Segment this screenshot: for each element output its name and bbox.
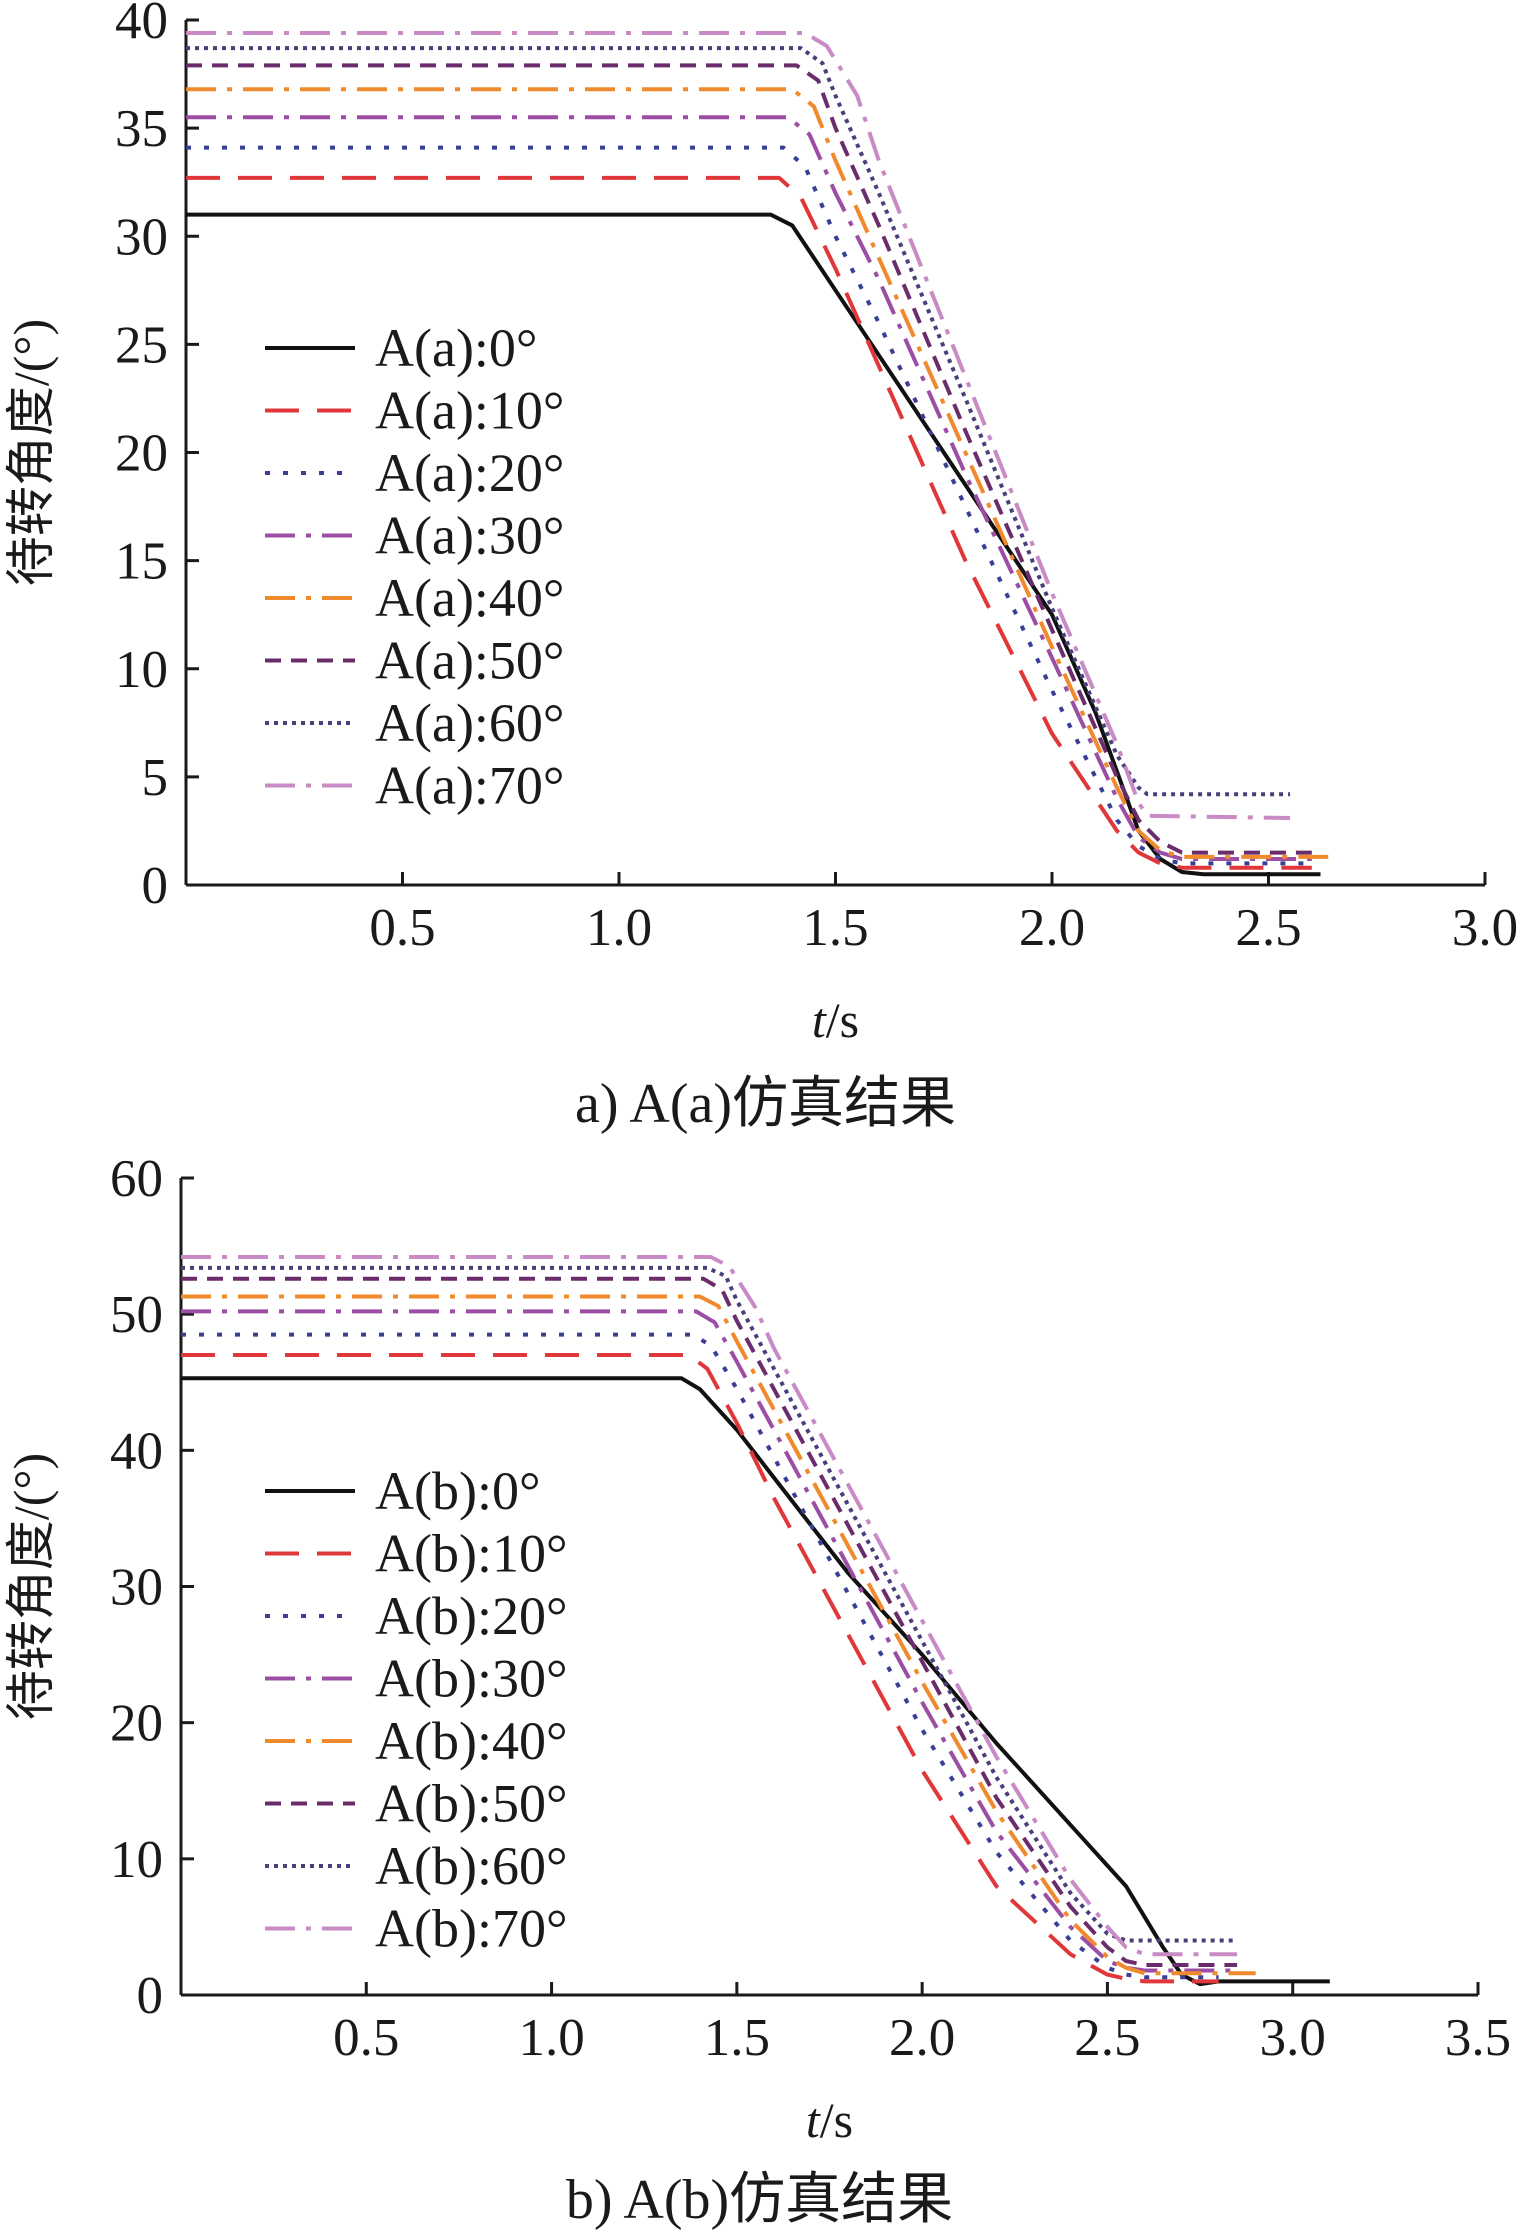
x-tick-label: 1.0 (518, 2009, 584, 2067)
legend-label: A(a):30° (375, 506, 565, 566)
legend-label: A(a):10° (375, 381, 565, 441)
x-axis-title: t/s (806, 2092, 853, 2148)
legend-label: A(a):50° (375, 631, 565, 691)
x-tick-label: 1.5 (802, 899, 868, 957)
chart-caption: b) A(b)仿真结果 (566, 2169, 953, 2231)
series-line (186, 145, 1312, 866)
series-line (181, 1265, 1238, 1943)
x-tick-label: 2.0 (1019, 899, 1085, 957)
legend-label: A(b):60° (375, 1836, 568, 1896)
series-line (186, 212, 1321, 877)
y-axis-title: 待转角度/(°) (3, 1453, 59, 1720)
x-axis-title-unit: /s (826, 992, 859, 1048)
series-line (181, 1332, 1219, 1980)
y-tick-label: 30 (115, 208, 168, 266)
y-tick-label: 40 (115, 0, 168, 50)
legend-label: A(a):40° (375, 568, 565, 628)
y-tick-label: 25 (115, 316, 168, 374)
y-tick-label: 15 (115, 533, 168, 591)
y-tick-label: 0 (137, 1967, 164, 2025)
x-axis-title-unit: /s (820, 2092, 853, 2148)
legend-label: A(b):50° (375, 1774, 568, 1834)
y-tick-label: 30 (110, 1559, 163, 1617)
x-tick-label: 3.5 (1445, 2009, 1511, 2067)
y-tick-label: 10 (110, 1831, 163, 1889)
legend-label: A(a):0° (375, 318, 538, 378)
legend-label: A(b):0° (375, 1461, 541, 1521)
x-axis-title-variable: t (812, 992, 827, 1048)
x-tick-label: 2.5 (1074, 2009, 1140, 2067)
x-tick-label: 1.0 (586, 899, 652, 957)
x-tick-label: 0.5 (369, 899, 435, 957)
y-tick-label: 40 (110, 1422, 163, 1480)
x-tick-label: 3.0 (1260, 2009, 1326, 2067)
series-line (186, 31, 1291, 820)
legend-label: A(b):30° (375, 1649, 568, 1709)
y-tick-label: 0 (142, 857, 169, 915)
legend-label: A(b):70° (375, 1899, 568, 1959)
series-line (181, 1353, 1219, 1984)
y-axis-title: 待转角度/(°) (3, 319, 59, 586)
chart-caption: a) A(a)仿真结果 (575, 1073, 956, 1135)
x-tick-label: 2.0 (889, 2009, 955, 2067)
series-line (181, 1255, 1238, 1957)
series-line (181, 1309, 1238, 1973)
x-tick-label: 3.0 (1452, 899, 1518, 957)
series-line (181, 1276, 1238, 1967)
series-line (186, 63, 1312, 855)
legend-label: A(a):70° (375, 756, 565, 816)
y-tick-label: 50 (110, 1286, 163, 1344)
y-tick-label: 20 (110, 1695, 163, 1753)
y-tick-label: 35 (115, 100, 168, 158)
legend-label: A(b):20° (375, 1586, 568, 1646)
legend-label: A(b):40° (375, 1711, 568, 1771)
chart-b: 0.5 1.0 1.5 2.0 2.5 3.0 3.5 0 10 20 30 40 50 60 A(b):0… (3, 1150, 1511, 2231)
chart-a: 0.5 1.0 1.5 2.0 2.5 3.0 0 5 10 15 20 25 30 35 40 A(a):0… (3, 0, 1518, 1135)
series-line (181, 1376, 1330, 1987)
legend-label: A(b):10° (375, 1524, 568, 1584)
x-tick-label: 2.5 (1235, 899, 1301, 957)
series-line (181, 1294, 1256, 1976)
series-line (186, 115, 1312, 861)
legend-label: A(a):60° (375, 693, 565, 753)
x-tick-label: 1.5 (704, 2009, 770, 2067)
series-line (186, 87, 1334, 859)
legend-label: A(a):20° (375, 443, 565, 503)
y-tick-label: 60 (110, 1150, 163, 1208)
x-axis-title: t/s (812, 992, 859, 1048)
series-line (186, 175, 1312, 870)
y-tick-label: 5 (142, 749, 169, 807)
series-line (186, 46, 1291, 797)
y-tick-label: 10 (115, 641, 168, 699)
x-axis-title-variable: t (806, 2092, 821, 2148)
y-tick-label: 20 (115, 425, 168, 483)
x-tick-label: 0.5 (333, 2009, 399, 2067)
